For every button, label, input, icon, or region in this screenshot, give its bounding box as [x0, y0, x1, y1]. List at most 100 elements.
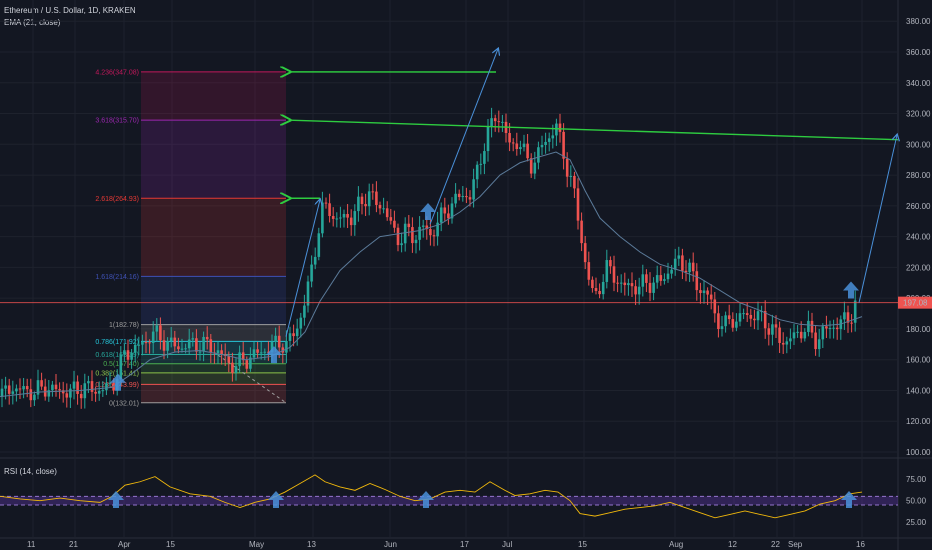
candle-body: [771, 324, 774, 335]
candle-body: [321, 202, 324, 234]
candle-body: [241, 352, 245, 361]
ema-legend[interactable]: EMA (21, close): [4, 18, 61, 27]
candle-body: [270, 341, 274, 353]
candle-body: [220, 350, 223, 355]
candle-body: [468, 197, 472, 200]
candle-body: [785, 341, 789, 345]
candle-body: [731, 319, 735, 328]
chart-title: Ethereum / U.S. Dollar, 1D, KRAKEN: [4, 6, 136, 15]
candle-body: [727, 315, 731, 320]
projection-arrow-line: [858, 135, 897, 303]
candle-body: [457, 193, 461, 198]
fib-zone: [141, 384, 286, 403]
fibonacci-extension: 4.236(347.08) 3.618(315.70) 2.618(264.93) 1…: [95, 69, 287, 407]
time-tick-label: Apr: [118, 540, 131, 549]
candle-body: [796, 331, 799, 333]
candle-body: [94, 391, 97, 394]
time-tick-label: May: [249, 540, 264, 549]
fib-level-label: 0(132.01): [109, 400, 139, 407]
candle-body: [7, 385, 11, 394]
candle-body: [177, 346, 180, 350]
candle-body: [162, 340, 166, 351]
candle-body: [123, 350, 126, 355]
candle-body: [429, 229, 432, 236]
candle-body: [706, 290, 709, 295]
candle-body: [187, 339, 191, 349]
candle-body: [238, 352, 241, 367]
candle-body: [594, 288, 598, 291]
rsi-legend[interactable]: RSI (14, close): [4, 467, 57, 476]
candle-body: [843, 312, 846, 320]
candle-body: [159, 325, 162, 341]
candle-body: [558, 123, 562, 132]
candle-body: [641, 274, 645, 287]
candle-body: [587, 262, 591, 280]
candle-body: [328, 203, 331, 217]
up-arrow-icon: [420, 203, 436, 220]
time-tick-label: 21: [69, 540, 78, 549]
candle-body: [846, 312, 850, 323]
time-tick-label: Sep: [788, 540, 803, 549]
fib-level-label: 4.236(347.08): [95, 69, 139, 76]
time-tick-label: 16: [856, 540, 865, 549]
candle-body: [360, 196, 364, 205]
candle-body: [529, 158, 533, 174]
candle-body: [454, 193, 457, 204]
candle-body: [699, 290, 702, 294]
candle-body: [180, 348, 184, 350]
candle-body: [87, 381, 90, 384]
candle-body: [623, 282, 627, 286]
candle-body: [544, 141, 547, 146]
candle-body: [209, 339, 213, 353]
time-tick-label: 15: [578, 540, 587, 549]
candle-body: [234, 366, 238, 373]
candle-body: [598, 290, 601, 295]
candle-body: [753, 318, 756, 321]
time-tick-label: Jun: [384, 540, 397, 549]
candle-body: [652, 282, 655, 293]
candle-body: [695, 271, 699, 291]
candle-body: [47, 390, 51, 397]
time-tick-label: 17: [460, 540, 469, 549]
fib-zone: [141, 198, 286, 277]
price-tick-label: 120.00: [906, 417, 931, 426]
fib-level-label: 2.618(264.93): [95, 196, 139, 203]
candle-body: [119, 354, 123, 379]
candle-body: [792, 332, 796, 339]
candle-body: [853, 300, 857, 323]
candle-body: [65, 393, 69, 398]
candle-body: [763, 311, 767, 329]
candle-body: [202, 336, 205, 352]
candle-body: [126, 350, 130, 360]
candle-body: [335, 218, 339, 220]
candle-body: [645, 274, 648, 283]
price-tick-label: 260.00: [906, 202, 931, 211]
price-tag-bg: [898, 296, 932, 309]
fib-level-label: 1.618(214.16): [95, 274, 139, 281]
candle-body: [684, 270, 688, 273]
candle-body: [450, 203, 454, 219]
candle-body: [709, 294, 713, 300]
candle-body: [245, 360, 249, 369]
candle-body: [508, 132, 511, 143]
candle-body: [61, 390, 65, 394]
candle-body: [396, 227, 400, 246]
candle-body: [58, 389, 61, 391]
candle-body: [371, 191, 375, 193]
candle-body: [22, 386, 25, 390]
projection-arrow-line: [429, 49, 498, 225]
candle-body: [601, 281, 605, 295]
candle-body: [15, 388, 18, 392]
candle-body: [501, 121, 504, 123]
candle-body: [475, 164, 479, 180]
candle-body: [573, 175, 576, 189]
candle-body: [90, 381, 94, 392]
green-arrow-line: [290, 120, 899, 141]
candle-body: [738, 313, 742, 322]
rsi-panel: [0, 474, 898, 519]
rsi-tick-label: 25.00: [906, 518, 927, 527]
fib-zone: [141, 372, 286, 385]
candle-body: [195, 338, 198, 352]
